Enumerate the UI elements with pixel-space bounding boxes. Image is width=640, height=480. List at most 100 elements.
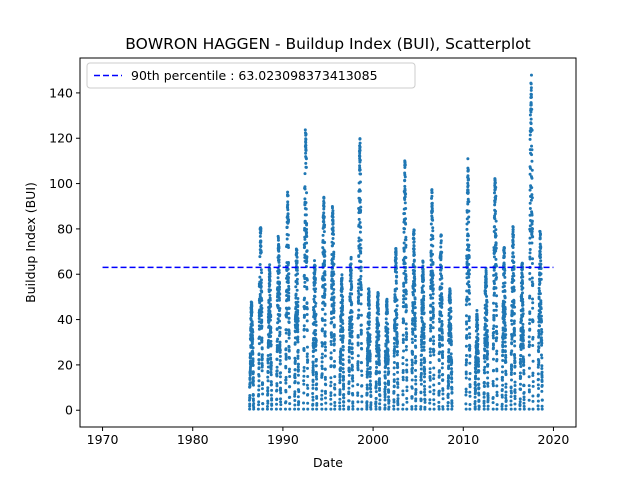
scatter-point [287,312,291,316]
scatter-point [383,374,387,378]
scatter-point [521,303,525,307]
scatter-point [338,368,342,372]
scatter-point [286,246,290,249]
scatter-point [248,393,252,397]
scatter-point [446,407,450,411]
scatter-point [477,399,481,403]
y-tick-label: 0 [65,403,73,418]
scatter-point [278,348,282,352]
scatter-point [340,287,344,291]
scatter-point [428,378,432,382]
scatter-point [283,407,287,411]
scatter-point [440,250,444,254]
scatter-point [504,356,508,360]
scatter-point [323,367,327,371]
scatter-point [313,317,317,321]
scatter-point [449,352,453,356]
scatter-point [403,163,407,167]
scatter-point [383,387,387,391]
scatter-point [530,168,534,172]
scatter-point [494,185,498,189]
scatter-point [410,386,414,390]
scatter-point [348,339,352,342]
scatter-point [492,268,496,272]
scatter-point [503,300,507,304]
scatter-point [358,189,362,193]
scatter-point [322,264,326,268]
scatter-point [276,238,280,242]
scatter-point [538,230,542,234]
scatter-point [314,329,318,333]
scatter-point [275,343,279,347]
scatter-point [252,407,256,411]
scatter-point [510,341,514,345]
scatter-point [504,404,508,408]
scatter-point [476,377,480,381]
scatter-point [347,328,351,332]
scatter-point [513,390,517,394]
scatter-point [293,368,297,372]
scatter-point [395,270,399,274]
scatter-point [518,400,522,404]
scatter-point [302,327,306,331]
scatter-point [357,308,361,312]
scatter-point [383,390,387,394]
scatter-point [522,371,526,375]
scatter-point [365,400,369,404]
scatter-point [529,117,533,121]
scatter-point [323,323,327,327]
scatter-point [510,364,514,368]
scatter-point [260,338,264,342]
scatter-point [404,222,408,226]
scatter-point [420,340,424,344]
scatter-point [312,310,316,314]
scatter-point [527,335,531,339]
scatter-point [509,367,513,371]
scatter-point [323,330,327,334]
scatter-point [423,359,427,363]
scatter-point [296,297,300,301]
scatter-point [537,334,541,338]
scatter-point [268,296,272,300]
scatter-point [413,289,417,293]
scatter-point [287,348,291,352]
scatter-point [302,369,306,373]
scatter-point [530,148,534,152]
scatter-point [359,302,363,306]
scatter-point [422,294,426,298]
scatter-point [437,381,441,385]
scatter-point [464,314,468,318]
scatter-point [528,207,532,211]
scatter-point [356,366,360,370]
scatter-point [304,151,308,155]
scatter-point [258,301,262,305]
scatter-point [428,326,432,330]
scatter-point [419,354,423,358]
scatter-point [510,334,514,338]
scatter-point [483,360,487,364]
scatter-point [538,324,542,328]
scatter-point [495,367,499,371]
scatter-point [329,317,333,321]
scatter-point [411,340,415,344]
scatter-point [494,246,498,250]
scatter-point [464,344,468,348]
scatter-point [285,315,289,319]
scatter-point [285,225,289,229]
scatter-point [513,305,517,309]
scatter-point [540,330,544,334]
scatter-point [324,345,327,349]
scatter-point [440,299,444,303]
scatter-point [493,217,497,221]
scatter-point [421,301,425,305]
scatter-point [329,340,333,344]
scatter-point [286,281,290,285]
scatter-point [431,313,435,317]
scatter-point [320,407,324,411]
scatter-point [484,272,488,276]
scatter-point [369,390,373,394]
scatter-point [323,283,327,286]
scatter-point [261,402,265,406]
scatter-point [468,403,472,407]
scatter-point [332,250,336,254]
